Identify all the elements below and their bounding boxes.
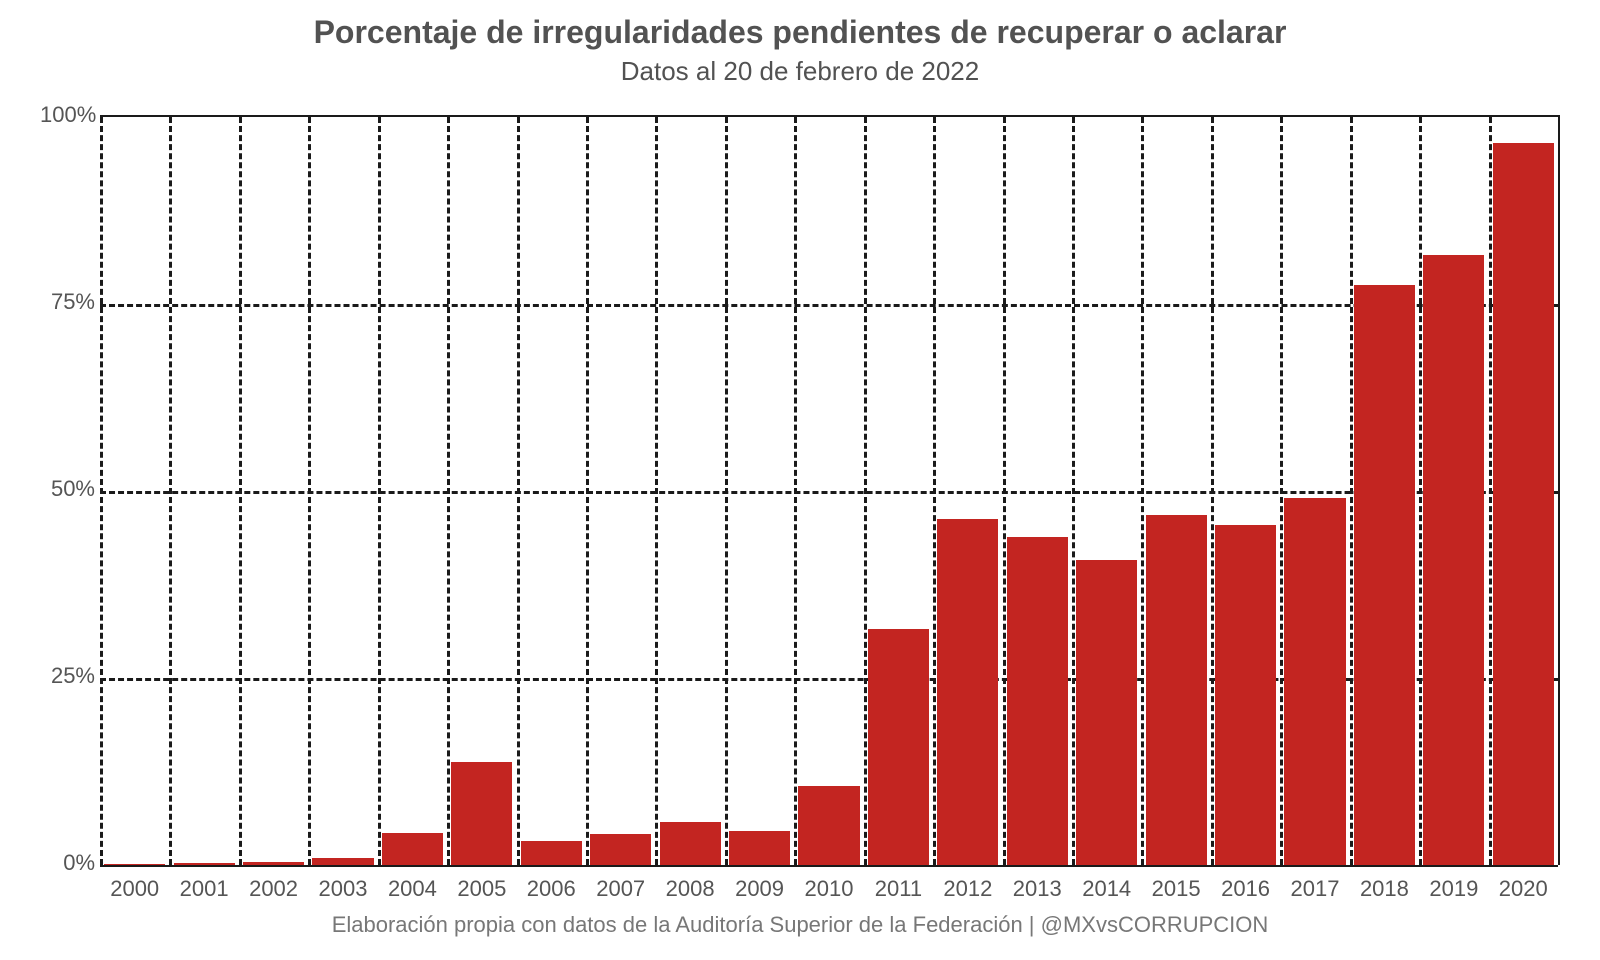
bar [1284, 498, 1345, 865]
bar [868, 629, 929, 865]
chart-container: Porcentaje de irregularidades pendientes… [0, 0, 1600, 960]
y-tick-label: 50% [40, 476, 95, 502]
x-tick-label: 2020 [1499, 876, 1548, 902]
bar [174, 863, 235, 865]
grid-line-v [1419, 117, 1422, 865]
chart-subtitle: Datos al 20 de febrero de 2022 [0, 56, 1600, 87]
y-tick-label: 100% [40, 102, 95, 128]
grid-line-v [655, 117, 658, 865]
x-tick-label: 2019 [1429, 876, 1478, 902]
y-baseline [100, 865, 1558, 867]
x-tick-label: 2016 [1221, 876, 1270, 902]
x-tick-label: 2006 [527, 876, 576, 902]
x-tick-label: 2001 [180, 876, 229, 902]
grid-line-v [933, 117, 936, 865]
x-tick-label: 2010 [805, 876, 854, 902]
plot-area [100, 115, 1560, 865]
grid-line-v [1072, 117, 1075, 865]
grid-line-v [100, 117, 103, 865]
chart-caption: Elaboración propia con datos de la Audit… [0, 912, 1600, 938]
grid-line-v [239, 117, 242, 865]
x-tick-label: 2002 [249, 876, 298, 902]
x-tick-label: 2004 [388, 876, 437, 902]
bar [521, 841, 582, 865]
grid-line-v [1280, 117, 1283, 865]
grid-line-v [169, 117, 172, 865]
x-tick-label: 2014 [1082, 876, 1131, 902]
x-tick-label: 2011 [875, 876, 922, 902]
bar [1423, 255, 1484, 865]
bar [660, 822, 721, 865]
x-tick-label: 2000 [110, 876, 159, 902]
bar [937, 519, 998, 865]
x-tick-label: 2015 [1152, 876, 1201, 902]
y-tick-label: 25% [40, 663, 95, 689]
x-tick-label: 2013 [1013, 876, 1062, 902]
grid-line-v [308, 117, 311, 865]
x-tick-label: 2005 [457, 876, 506, 902]
x-tick-label: 2008 [666, 876, 715, 902]
x-tick-label: 2009 [735, 876, 784, 902]
y-tick-label: 75% [40, 289, 95, 315]
grid-line-v [447, 117, 450, 865]
grid-line-v [586, 117, 589, 865]
bar [590, 834, 651, 865]
x-tick-label: 2003 [319, 876, 368, 902]
bar [1146, 515, 1207, 865]
x-tick-label: 2007 [596, 876, 645, 902]
chart-title: Porcentaje de irregularidades pendientes… [0, 14, 1600, 51]
grid-line-h [100, 304, 1558, 307]
x-tick-label: 2018 [1360, 876, 1409, 902]
bar [1215, 525, 1276, 865]
y-tick-label: 0% [40, 850, 95, 876]
bar [729, 831, 790, 865]
bar [1007, 537, 1068, 865]
grid-line-v [378, 117, 381, 865]
x-tick-label: 2012 [943, 876, 992, 902]
grid-line-v [794, 117, 797, 865]
grid-line-h [100, 491, 1558, 494]
bar [243, 862, 304, 865]
grid-line-v [1003, 117, 1006, 865]
grid-line-v [1211, 117, 1214, 865]
grid-line-v [517, 117, 520, 865]
bar [104, 864, 165, 866]
bar [382, 833, 443, 865]
bar [1354, 285, 1415, 865]
bar [798, 786, 859, 865]
grid-line-v [864, 117, 867, 865]
grid-line-v [725, 117, 728, 865]
grid-line-v [1141, 117, 1144, 865]
grid-line-v [1489, 117, 1492, 865]
bar [1493, 143, 1554, 865]
bar [451, 762, 512, 865]
bar [1076, 560, 1137, 865]
bar [312, 858, 373, 865]
x-tick-label: 2017 [1291, 876, 1340, 902]
grid-line-v [1350, 117, 1353, 865]
